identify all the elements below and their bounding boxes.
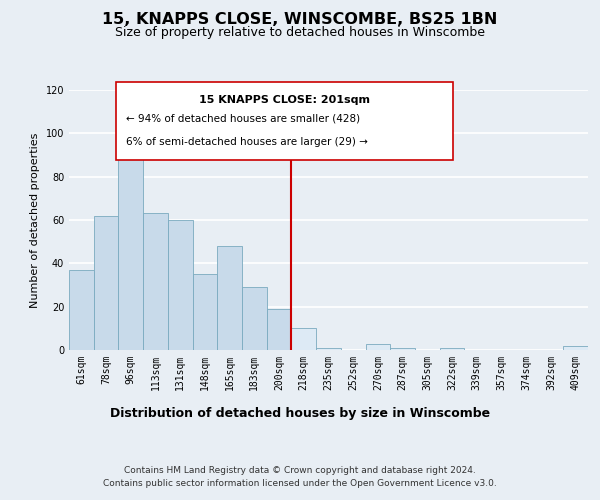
Bar [316,348,341,350]
Bar [118,150,143,350]
Bar [365,344,390,350]
Bar [193,274,217,350]
Bar [440,348,464,350]
Bar [267,309,292,350]
Text: Contains public sector information licensed under the Open Government Licence v3: Contains public sector information licen… [103,479,497,488]
Y-axis label: Number of detached properties: Number of detached properties [30,132,40,308]
Bar [94,216,118,350]
Bar [168,220,193,350]
Text: 15, KNAPPS CLOSE, WINSCOMBE, BS25 1BN: 15, KNAPPS CLOSE, WINSCOMBE, BS25 1BN [103,12,497,28]
Bar [143,214,168,350]
Bar [563,346,588,350]
Text: ← 94% of detached houses are smaller (428): ← 94% of detached houses are smaller (42… [126,114,360,124]
Text: 15 KNAPPS CLOSE: 201sqm: 15 KNAPPS CLOSE: 201sqm [199,95,370,105]
Text: Distribution of detached houses by size in Winscombe: Distribution of detached houses by size … [110,408,490,420]
Bar [217,246,242,350]
Bar [390,348,415,350]
Text: Size of property relative to detached houses in Winscombe: Size of property relative to detached ho… [115,26,485,39]
Bar [242,287,267,350]
Text: 6% of semi-detached houses are larger (29) →: 6% of semi-detached houses are larger (2… [126,137,368,147]
Bar [69,270,94,350]
Bar [292,328,316,350]
Text: Contains HM Land Registry data © Crown copyright and database right 2024.: Contains HM Land Registry data © Crown c… [124,466,476,475]
FancyBboxPatch shape [116,82,453,160]
